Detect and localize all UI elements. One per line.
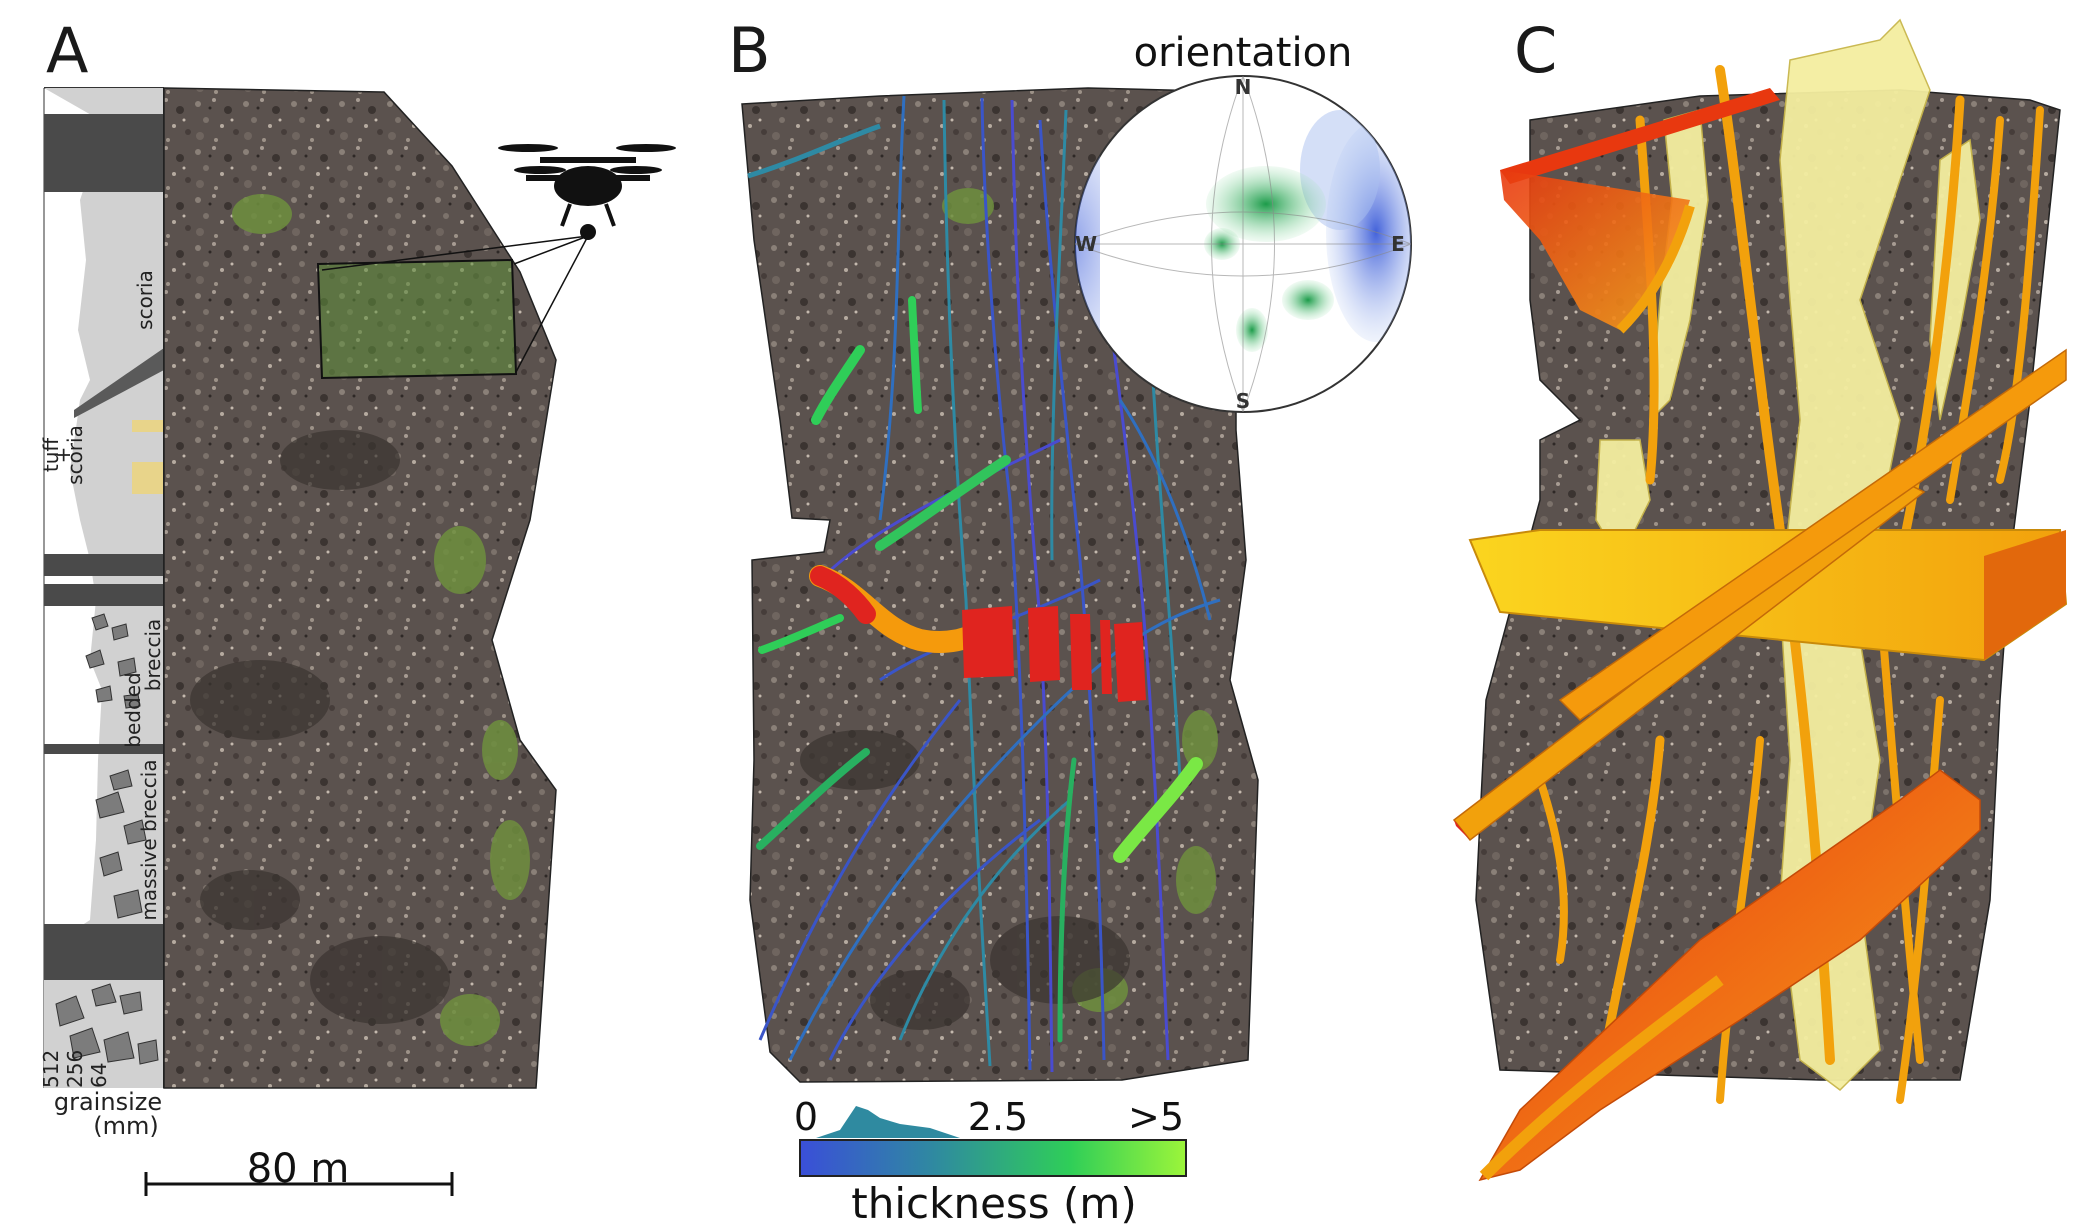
panel-a: A (39, 14, 676, 1196)
stereonet-west: W (1075, 232, 1097, 256)
panel-b: B (728, 14, 1412, 1226)
stereonet-east: E (1391, 232, 1405, 256)
grainsize-title: grainsize (54, 1088, 162, 1116)
scoria-wedge (74, 348, 164, 418)
unit-label-scoria-upper: scoria (133, 270, 157, 330)
dike-traces-thin (747, 95, 1221, 1073)
breccia-clasts (55, 613, 159, 1065)
lava-unit-4 (44, 744, 164, 754)
colorbar-tick-max: >5 (1128, 1095, 1184, 1139)
dike-sheet-red-top (1500, 88, 1780, 334)
tuff-unit-1 (132, 420, 164, 432)
grainsize-tick-512: 512 (39, 1050, 63, 1088)
lava-unit-3 (44, 584, 164, 606)
unit-label-breccia: breccia (141, 619, 165, 692)
scale-bar: 80 m (144, 1146, 454, 1196)
grainsize-unit: (mm) (93, 1112, 158, 1140)
colorbar-tick-mid: 2.5 (968, 1095, 1028, 1139)
unit-label-bedded: bedded (121, 672, 145, 747)
grainsize-tick-64: 64 (87, 1063, 111, 1088)
colorbar-bar (799, 1139, 1187, 1177)
panel-c: C (1452, 14, 2068, 1182)
vegetation-patches-a (232, 194, 530, 1046)
lava-unit-5 (44, 924, 164, 980)
thickness-histogram (816, 1106, 960, 1138)
panel-a-label: A (46, 14, 88, 87)
unit-label-tuff: tuff (39, 437, 63, 473)
dike-inclined-orange (1452, 348, 2067, 842)
drone-icon (321, 144, 676, 373)
tuff-unit-2 (132, 462, 164, 494)
grainsize-tick-256: 256 (63, 1050, 87, 1088)
thickness-colorbar: 0 2.5 >5 thickness (m) (794, 1095, 1187, 1226)
unit-label-massive-breccia: massive breccia (137, 759, 161, 920)
dark-rock-shadows-a (190, 430, 450, 1024)
colorbar-tick-min: 0 (794, 1095, 818, 1139)
lava-unit-top (44, 114, 164, 192)
unit-label-plus: + (51, 447, 75, 464)
unit-label-scoria-lower: scoria (63, 425, 87, 485)
stereonet-grid (1074, 75, 1412, 413)
panel-c-label: C (1514, 14, 1557, 87)
thick-dike-red (809, 565, 1146, 702)
lava-unit-2 (44, 554, 164, 576)
stereonet-title: orientation (1134, 30, 1353, 76)
dike-sheet-red-bottom (1478, 769, 1981, 1182)
colorbar-label: thickness (m) (851, 1179, 1136, 1226)
stereonet-north: N (1235, 75, 1252, 99)
scale-bar-label: 80 m (247, 1146, 350, 1192)
panel-b-label: B (728, 14, 771, 87)
stereonet-south: S (1236, 389, 1250, 413)
stratigraphic-column: scoria tuff + scoria breccia bedded mass… (39, 87, 165, 1140)
dike-traces-green (756, 296, 1203, 1043)
survey-area-box (316, 258, 518, 380)
